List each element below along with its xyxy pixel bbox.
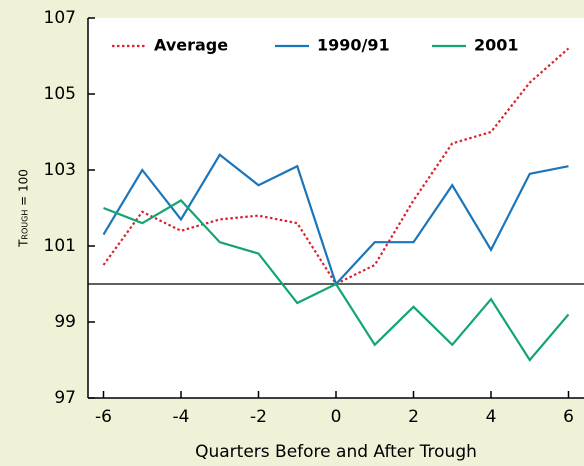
x-tick-label: -2 — [250, 407, 267, 427]
y-axis-label: Trough = 100 — [17, 169, 31, 248]
y-tick-label: 105 — [44, 84, 76, 104]
series-line — [103, 199, 570, 362]
y-tick-label: 99 — [54, 312, 76, 332]
x-tick-label: 4 — [486, 407, 497, 427]
legend-label: 2001 — [474, 36, 519, 55]
y-tick-label: 107 — [44, 8, 76, 28]
legend-label: 1990/91 — [317, 36, 390, 55]
y-tick-label: 101 — [44, 236, 76, 256]
x-axis-label: Quarters Before and After Trough — [195, 442, 477, 462]
y-tick-label: 97 — [54, 388, 76, 408]
legend-label: Average — [154, 36, 228, 55]
x-tick-label: 2 — [408, 407, 419, 427]
y-tick-label: 103 — [44, 160, 76, 180]
x-tick-label: 0 — [331, 407, 342, 427]
x-tick-label: -6 — [95, 407, 112, 427]
x-tick-label: -4 — [173, 407, 190, 427]
x-tick-label: 6 — [563, 407, 574, 427]
plot-area — [88, 18, 584, 398]
